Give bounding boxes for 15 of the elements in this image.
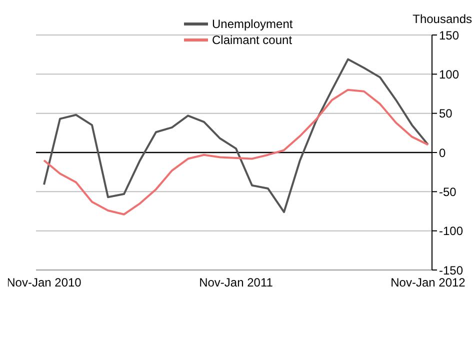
y-tick-label: -150 <box>439 263 464 278</box>
y-tick-label: -50 <box>439 184 457 199</box>
y-tick-label: 150 <box>439 28 460 42</box>
y-tick-label: 50 <box>439 106 453 121</box>
legend-label: Claimant count <box>212 33 292 47</box>
x-tick-label: Nov-Jan 2012 <box>390 276 466 290</box>
line-series <box>43 58 429 214</box>
y-tick-label: -100 <box>439 224 464 238</box>
line-series <box>43 88 429 216</box>
y-axis-title: Thousands <box>412 12 472 26</box>
x-tick-label: Nov-Jan 2011 <box>199 276 274 290</box>
y-tick-label: 100 <box>439 67 460 82</box>
legend-label: Unemployment <box>212 17 293 31</box>
x-tick-label: Nov-Jan 2010 <box>6 276 82 290</box>
y-tick-label: 0 <box>439 146 446 160</box>
